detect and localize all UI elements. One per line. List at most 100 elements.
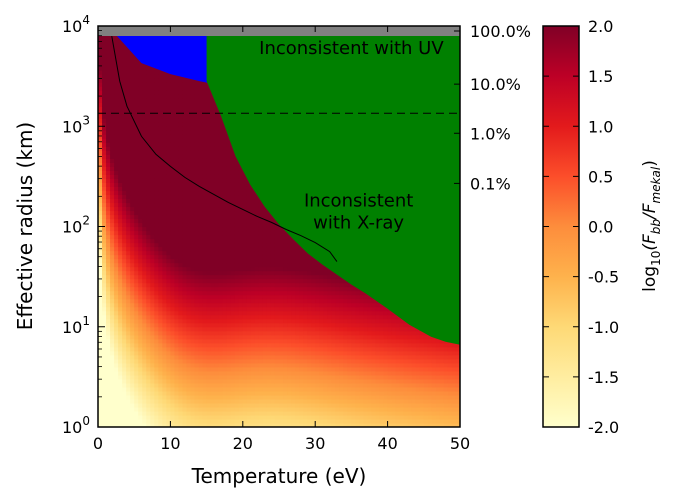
heatmap-cell: [238, 334, 244, 340]
heatmap-cell: [182, 98, 188, 103]
heatmap-cell: [154, 378, 159, 384]
heatmap-cell: [242, 210, 248, 216]
heatmap-cell: [287, 382, 292, 388]
heatmap-cell: [102, 418, 107, 424]
heatmap-cell: [134, 78, 139, 83]
heatmap-cell: [287, 270, 292, 276]
heatmap-cell: [262, 334, 268, 340]
heatmap-cell: [130, 114, 135, 119]
heatmap-cell: [222, 370, 228, 376]
heatmap-cell: [250, 354, 256, 360]
heatmap-cell: [166, 302, 171, 308]
heatmap-cell: [234, 374, 240, 380]
heatmap-cell: [146, 126, 151, 131]
heatmap-cell: [238, 402, 244, 408]
heatmap-cell: [274, 378, 280, 384]
heatmap-cell: [142, 318, 147, 324]
heatmap-cell: [226, 306, 232, 312]
heatmap-cell: [158, 258, 163, 264]
heatmap-cell: [274, 390, 280, 396]
heatmap-cell: [190, 326, 196, 332]
heatmap-cell: [226, 194, 232, 200]
heatmap-cell: [170, 94, 176, 99]
heatmap-cell: [138, 138, 143, 143]
heatmap-cell: [226, 394, 232, 400]
heatmap-cell: [190, 230, 196, 236]
heatmap-cell: [178, 158, 184, 163]
heatmap-cell: [291, 238, 296, 244]
heatmap-cell: [150, 94, 155, 99]
heatmap-cell: [238, 394, 244, 400]
heatmap-cell: [283, 406, 288, 412]
heatmap-cell: [198, 410, 204, 416]
heatmap-cell: [202, 226, 208, 232]
heatmap-cell: [118, 94, 123, 99]
heatmap-cell: [226, 342, 232, 348]
heatmap-cell: [98, 410, 103, 416]
heatmap-cell: [138, 154, 143, 159]
heatmap-cell: [114, 266, 119, 272]
heatmap-cell: [238, 398, 244, 404]
heatmap-cell: [274, 366, 280, 372]
heatmap-cell: [118, 58, 123, 63]
heatmap-cell: [150, 218, 155, 224]
heatmap-cell: [178, 178, 184, 183]
heatmap-cell: [291, 254, 296, 260]
heatmap-cell: [130, 266, 135, 272]
heatmap-cell: [242, 378, 248, 384]
heatmap-cell: [254, 246, 260, 252]
heatmap-cell: [218, 162, 224, 167]
heatmap-cell: [194, 238, 200, 244]
heatmap-cell: [198, 354, 204, 360]
heatmap-cell: [178, 370, 184, 376]
heatmap-cell: [110, 258, 115, 264]
heatmap-cell: [110, 270, 115, 276]
heatmap-cell: [166, 298, 171, 304]
heatmap-cell: [230, 274, 236, 280]
heatmap-cell: [210, 202, 216, 208]
heatmap-cell: [154, 134, 159, 139]
heatmap-cell: [106, 302, 111, 308]
heatmap-cell: [222, 162, 228, 167]
heatmap-cell: [202, 290, 208, 296]
heatmap-cell: [126, 154, 131, 159]
heatmap-cell: [190, 98, 196, 103]
heatmap-cell: [138, 86, 143, 91]
heatmap-cell: [114, 402, 119, 408]
heatmap-cell: [226, 374, 232, 380]
heatmap-cell: [270, 218, 276, 224]
heatmap-cell: [230, 326, 236, 332]
heatmap-cell: [102, 54, 107, 59]
heatmap-cell: [190, 354, 196, 360]
heatmap-cell: [118, 66, 123, 71]
heatmap-cell: [266, 390, 272, 396]
heatmap-cell: [250, 418, 256, 424]
heatmap-cell: [130, 378, 135, 384]
heatmap-cell: [186, 370, 192, 376]
heatmap-cell: [122, 58, 127, 63]
heatmap-cell: [274, 246, 280, 252]
heatmap-cell: [126, 130, 131, 135]
heatmap-cell: [283, 278, 288, 284]
heatmap-cell: [158, 138, 163, 143]
heatmap-cell: [130, 138, 135, 143]
heatmap-cell: [258, 358, 264, 364]
heatmap-cell: [170, 354, 176, 360]
heatmap-cell: [291, 318, 296, 324]
heatmap-cell: [194, 130, 200, 135]
heatmap-cell: [102, 334, 107, 340]
heatmap-cell: [270, 298, 276, 304]
heatmap-cell: [190, 414, 196, 420]
heatmap-cell: [138, 362, 143, 368]
heatmap-cell: [106, 418, 111, 424]
heatmap-cell: [291, 250, 296, 256]
heatmap-cell: [218, 198, 224, 204]
heatmap-cell: [102, 318, 107, 324]
heatmap-cell: [114, 310, 119, 316]
heatmap-cell: [170, 422, 176, 427]
heatmap-cell: [146, 154, 151, 159]
heatmap-cell: [158, 134, 163, 139]
heatmap-cell: [174, 210, 180, 216]
heatmap-cell: [202, 286, 208, 292]
